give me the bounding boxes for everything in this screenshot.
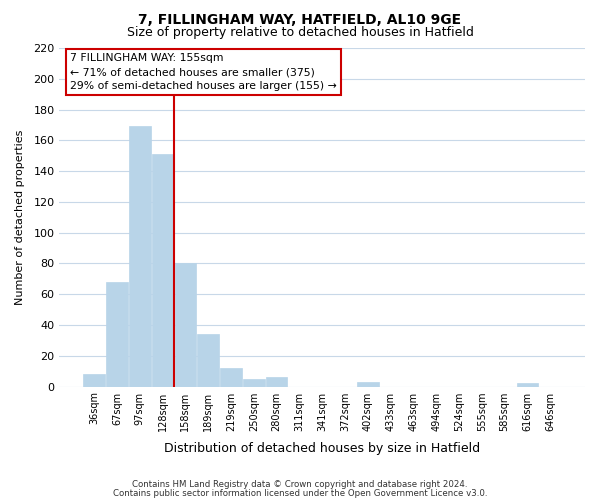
Bar — [243, 379, 265, 386]
Text: 7, FILLINGHAM WAY, HATFIELD, AL10 9GE: 7, FILLINGHAM WAY, HATFIELD, AL10 9GE — [139, 12, 461, 26]
Bar — [357, 382, 379, 386]
Text: Contains HM Land Registry data © Crown copyright and database right 2024.: Contains HM Land Registry data © Crown c… — [132, 480, 468, 489]
Bar — [266, 378, 287, 386]
Text: 7 FILLINGHAM WAY: 155sqm
← 71% of detached houses are smaller (375)
29% of semi-: 7 FILLINGHAM WAY: 155sqm ← 71% of detach… — [70, 53, 337, 91]
Bar — [220, 368, 242, 386]
Text: Contains public sector information licensed under the Open Government Licence v3: Contains public sector information licen… — [113, 488, 487, 498]
X-axis label: Distribution of detached houses by size in Hatfield: Distribution of detached houses by size … — [164, 442, 480, 455]
Bar — [129, 126, 151, 386]
Bar — [106, 282, 128, 387]
Bar — [175, 264, 196, 386]
Y-axis label: Number of detached properties: Number of detached properties — [15, 130, 25, 305]
Text: Size of property relative to detached houses in Hatfield: Size of property relative to detached ho… — [127, 26, 473, 39]
Bar — [517, 384, 538, 386]
Bar — [197, 334, 219, 386]
Bar — [152, 154, 173, 386]
Bar — [83, 374, 105, 386]
